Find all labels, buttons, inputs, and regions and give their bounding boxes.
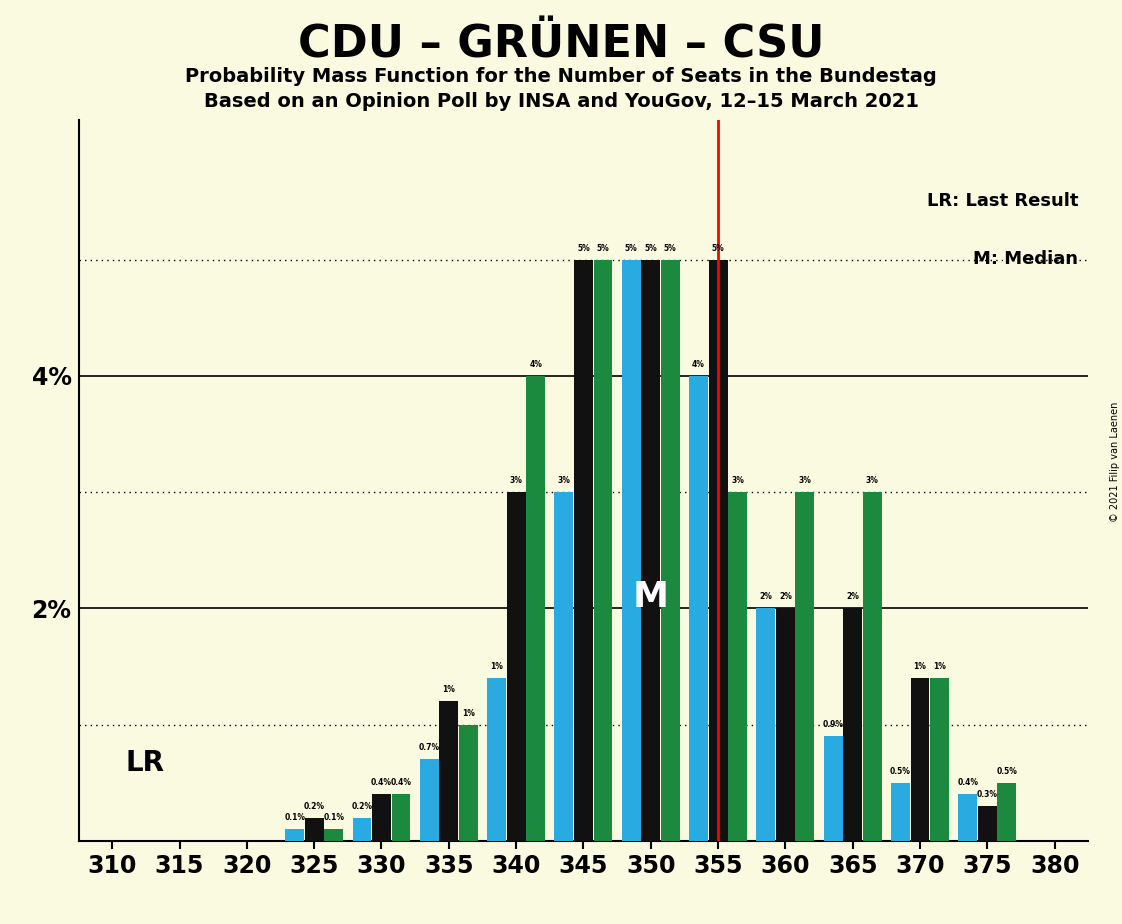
Text: 0.1%: 0.1% [284, 813, 305, 822]
Bar [756, 608, 775, 841]
Text: 0.2%: 0.2% [351, 802, 373, 810]
Text: 1%: 1% [490, 663, 503, 671]
Text: M: Median: M: Median [973, 249, 1078, 268]
Text: 5%: 5% [597, 244, 609, 252]
Text: 4%: 4% [530, 359, 542, 369]
Text: 4%: 4% [692, 359, 705, 369]
Bar [392, 795, 411, 841]
Text: M: M [633, 579, 669, 614]
Bar [440, 701, 458, 841]
Bar [844, 608, 862, 841]
Bar [622, 260, 641, 841]
Bar [352, 818, 371, 841]
Text: 2%: 2% [779, 592, 792, 602]
Text: 5%: 5% [711, 244, 725, 252]
Text: 1%: 1% [462, 709, 475, 718]
Bar [373, 795, 390, 841]
Bar [709, 260, 727, 841]
Bar [574, 260, 592, 841]
Bar [776, 608, 794, 841]
Text: 0.4%: 0.4% [371, 778, 392, 787]
Bar [305, 818, 323, 841]
Bar [594, 260, 613, 841]
Text: 5%: 5% [644, 244, 657, 252]
Bar [863, 492, 882, 841]
Bar [324, 829, 343, 841]
Bar [420, 760, 439, 841]
Text: 0.5%: 0.5% [996, 767, 1018, 776]
Text: 2%: 2% [760, 592, 772, 602]
Bar [911, 678, 929, 841]
Bar [661, 260, 680, 841]
Text: 1%: 1% [913, 663, 927, 671]
Text: © 2021 Filip van Laenen: © 2021 Filip van Laenen [1110, 402, 1120, 522]
Bar [997, 783, 1017, 841]
Text: LR: LR [126, 749, 165, 777]
Text: CDU – GRÜNEN – CSU: CDU – GRÜNEN – CSU [297, 23, 825, 67]
Text: 0.4%: 0.4% [957, 778, 978, 787]
Text: 3%: 3% [866, 476, 879, 485]
Text: 3%: 3% [799, 476, 811, 485]
Text: 5%: 5% [625, 244, 637, 252]
Bar [795, 492, 815, 841]
Text: 0.2%: 0.2% [304, 802, 324, 810]
Text: 3%: 3% [558, 476, 570, 485]
Text: 5%: 5% [577, 244, 590, 252]
Bar [526, 376, 545, 841]
Bar [689, 376, 708, 841]
Bar [507, 492, 525, 841]
Text: 0.1%: 0.1% [323, 813, 344, 822]
Text: 0.4%: 0.4% [390, 778, 412, 787]
Text: 0.9%: 0.9% [822, 720, 844, 729]
Text: 3%: 3% [509, 476, 523, 485]
Text: 1%: 1% [442, 686, 456, 694]
Bar [978, 806, 996, 841]
Bar [824, 736, 843, 841]
Bar [728, 492, 747, 841]
Text: 0.3%: 0.3% [977, 790, 997, 799]
Bar [642, 260, 660, 841]
Text: 3%: 3% [732, 476, 744, 485]
Text: Based on an Opinion Poll by INSA and YouGov, 12–15 March 2021: Based on an Opinion Poll by INSA and You… [203, 92, 919, 112]
Bar [459, 724, 478, 841]
Text: 5%: 5% [664, 244, 677, 252]
Text: LR: Last Result: LR: Last Result [927, 192, 1078, 210]
Bar [554, 492, 573, 841]
Bar [285, 829, 304, 841]
Bar [930, 678, 949, 841]
Text: 0.5%: 0.5% [890, 767, 911, 776]
Text: Probability Mass Function for the Number of Seats in the Bundestag: Probability Mass Function for the Number… [185, 67, 937, 86]
Bar [958, 795, 977, 841]
Text: 2%: 2% [846, 592, 859, 602]
Bar [487, 678, 506, 841]
Text: 1%: 1% [934, 663, 946, 671]
Text: 0.7%: 0.7% [419, 744, 440, 752]
Bar [891, 783, 910, 841]
